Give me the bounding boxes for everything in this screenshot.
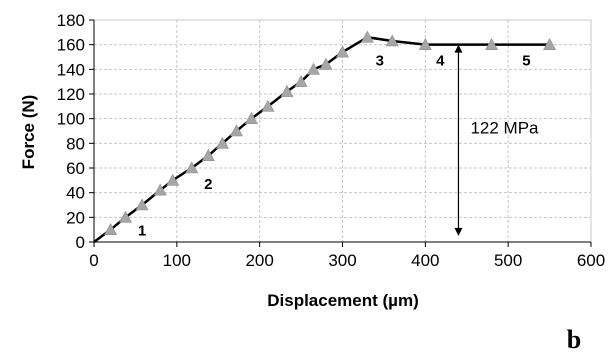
arrow-head-bottom (454, 227, 463, 236)
point-label: 2 (204, 176, 212, 193)
data-point (360, 30, 374, 43)
arrow-head-top (454, 44, 463, 53)
data-point (244, 112, 258, 124)
y-tick-label: 100 (57, 110, 85, 129)
y-tick-label: 20 (66, 208, 85, 227)
data-point (385, 34, 399, 47)
data-point (185, 161, 199, 174)
data-point (280, 84, 294, 97)
y-tick-label: 140 (57, 60, 85, 79)
data-point (215, 136, 229, 149)
x-tick-label: 600 (577, 251, 605, 270)
series-line (93, 36, 550, 244)
data-point (104, 223, 118, 235)
tick-labels: 0 20 40 60 80 100 120 140 160 180 0 100 200 300 400 500… (57, 11, 606, 270)
panel-label: b (567, 325, 581, 352)
data-point (201, 149, 215, 161)
point-label: 3 (376, 52, 384, 69)
annotation: 122 MPa (454, 44, 539, 236)
data-point (118, 210, 132, 223)
x-tick-label: 200 (245, 251, 273, 270)
y-tick-label: 40 (66, 184, 85, 203)
data-point (135, 198, 149, 211)
data-point (166, 173, 180, 186)
data-point (418, 38, 432, 50)
data-point (485, 38, 499, 50)
y-tick-label: 160 (57, 36, 85, 55)
data-point (307, 62, 321, 75)
x-tick-label: 100 (163, 251, 191, 270)
annotation-label: 122 MPa (470, 118, 539, 137)
data-point (543, 38, 557, 50)
point-labels: 1 2 3 4 5 (138, 52, 531, 239)
y-tick-label: 0 (76, 233, 85, 252)
data-point (294, 75, 308, 87)
x-axis-title: Displacement (µm) (267, 291, 419, 310)
data-series (93, 30, 557, 244)
y-axis-title: Force (N) (19, 95, 38, 170)
point-label: 4 (436, 52, 445, 69)
data-point (229, 124, 243, 137)
y-tick-label: 60 (66, 159, 85, 178)
data-point (319, 57, 333, 70)
data-point (335, 45, 350, 58)
axes (89, 19, 592, 247)
point-label: 5 (522, 52, 530, 69)
y-tick-label: 180 (57, 11, 85, 30)
x-tick-label: 0 (89, 251, 98, 270)
x-tick-label: 300 (328, 251, 356, 270)
x-tick-label: 500 (494, 251, 522, 270)
data-point (153, 183, 167, 196)
data-point (261, 99, 275, 112)
y-tick-label: 120 (57, 85, 85, 104)
y-tick-label: 80 (66, 134, 85, 153)
point-label: 1 (138, 223, 146, 240)
x-tick-label: 400 (411, 251, 439, 270)
